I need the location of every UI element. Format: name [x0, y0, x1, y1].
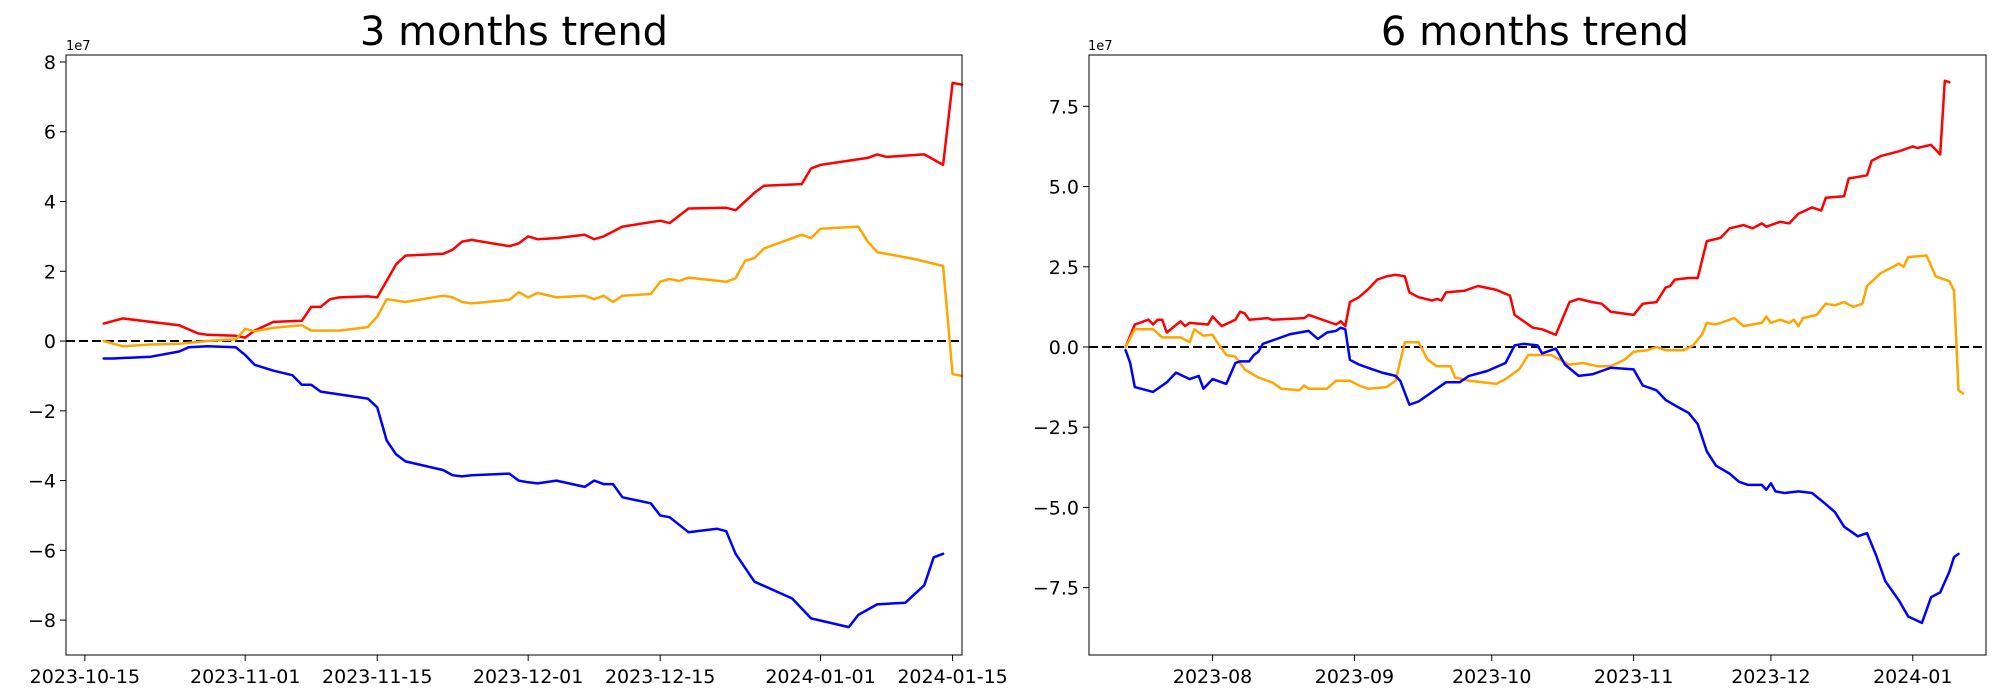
y-tick-label: 2	[44, 261, 56, 283]
series-line-2	[1124, 326, 1960, 625]
chart-title: 6 months trend	[1381, 9, 1689, 55]
series-line-1	[102, 225, 964, 378]
x-tick-label: 2023-09	[1315, 666, 1394, 688]
series-line-0	[1124, 79, 1951, 349]
y-tick-label: −5.0	[1033, 497, 1079, 519]
y-tick-label: 2.5	[1049, 257, 1079, 279]
y-axis-offset-label: 1e7	[1088, 39, 1113, 54]
x-tick-label: 2024-01-15	[897, 666, 1007, 688]
y-tick-label: 4	[44, 192, 56, 214]
y-tick-label: −6	[28, 540, 56, 562]
y-tick-label: 0	[44, 331, 56, 353]
y-tick-label: −4	[28, 471, 56, 493]
chart-6-months-trend: 6 months trend 1e7 2023-08 2023-09 2023-10…	[1033, 9, 1987, 688]
x-tick-label: 2023-10	[1452, 666, 1531, 688]
x-tick-label: 2023-12-15	[605, 666, 715, 688]
x-tick-label: 2024-01	[1873, 666, 1952, 688]
x-tick-label: 2023-08	[1173, 666, 1252, 688]
y-tick-label: 6	[44, 122, 56, 144]
x-tick-label: 2023-11-15	[322, 666, 432, 688]
plot-frame	[1088, 54, 1987, 656]
series-line-1	[1124, 254, 1965, 395]
x-tick-label: 2023-12	[1731, 666, 1810, 688]
x-tick-label: 2023-11	[1594, 666, 1673, 688]
y-tick-label: −2.5	[1033, 417, 1079, 439]
y-tick-label: 5.0	[1049, 177, 1079, 199]
x-tick-label: 2023-12-01	[473, 666, 583, 688]
y-tick-label: −8	[28, 610, 56, 632]
series-line-0	[102, 81, 964, 339]
y-tick-label: −2	[28, 401, 56, 423]
plot-frame	[65, 54, 963, 656]
chart-title: 3 months trend	[360, 9, 668, 55]
y-tick-label: 0.0	[1049, 337, 1079, 359]
series-line-2	[102, 345, 945, 629]
x-tick-label: 2024-01-01	[765, 666, 875, 688]
y-tick-label: −7.5	[1033, 578, 1079, 600]
chart-3-months-trend: 3 months trend 1e7 2023-10-15 2023-11-01 2…	[28, 9, 1008, 688]
x-tick-label: 2023-10-15	[30, 666, 140, 688]
y-axis-offset-label: 1e7	[66, 39, 91, 54]
y-tick-label: 7.5	[1049, 96, 1079, 118]
x-tick-label: 2023-11-01	[190, 666, 300, 688]
y-tick-label: 8	[44, 52, 56, 74]
